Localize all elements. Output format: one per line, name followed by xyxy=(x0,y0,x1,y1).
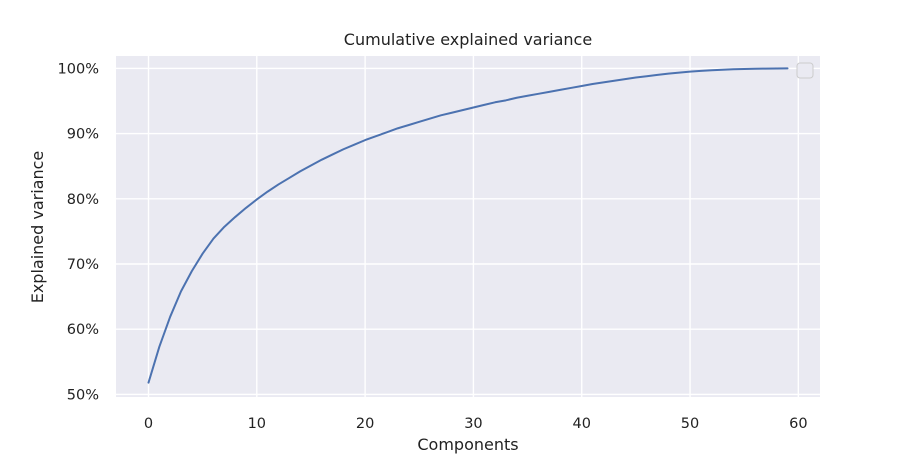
x-tick-label: 30 xyxy=(464,416,482,432)
x-tick-label: 10 xyxy=(248,416,266,432)
y-tick-label: 60% xyxy=(67,322,99,338)
y-tick-label: 50% xyxy=(67,387,99,403)
x-tick-label: 20 xyxy=(356,416,374,432)
y-tick-label: 100% xyxy=(58,61,99,77)
x-tick-labels: 0 10 20 30 40 50 60 xyxy=(144,416,808,432)
chart-title: Cumulative explained variance xyxy=(344,30,592,49)
grid-lines xyxy=(116,56,820,397)
y-tick-label: 70% xyxy=(67,257,99,273)
series-line xyxy=(147,67,789,384)
y-tick-labels: 50% 60% 70% 80% 90% 100% xyxy=(58,61,99,403)
y-tick-label: 90% xyxy=(67,127,99,143)
y-tick-label: 80% xyxy=(67,192,99,208)
legend-box xyxy=(796,62,814,79)
plot-area xyxy=(116,56,820,397)
x-axis-label: Components xyxy=(417,435,518,454)
x-tick-label: 40 xyxy=(572,416,590,432)
y-axis-label: Explained variance xyxy=(28,151,47,304)
x-tick-label: 60 xyxy=(789,416,807,432)
x-tick-label: 50 xyxy=(681,416,699,432)
x-tick-label: 0 xyxy=(144,416,153,432)
